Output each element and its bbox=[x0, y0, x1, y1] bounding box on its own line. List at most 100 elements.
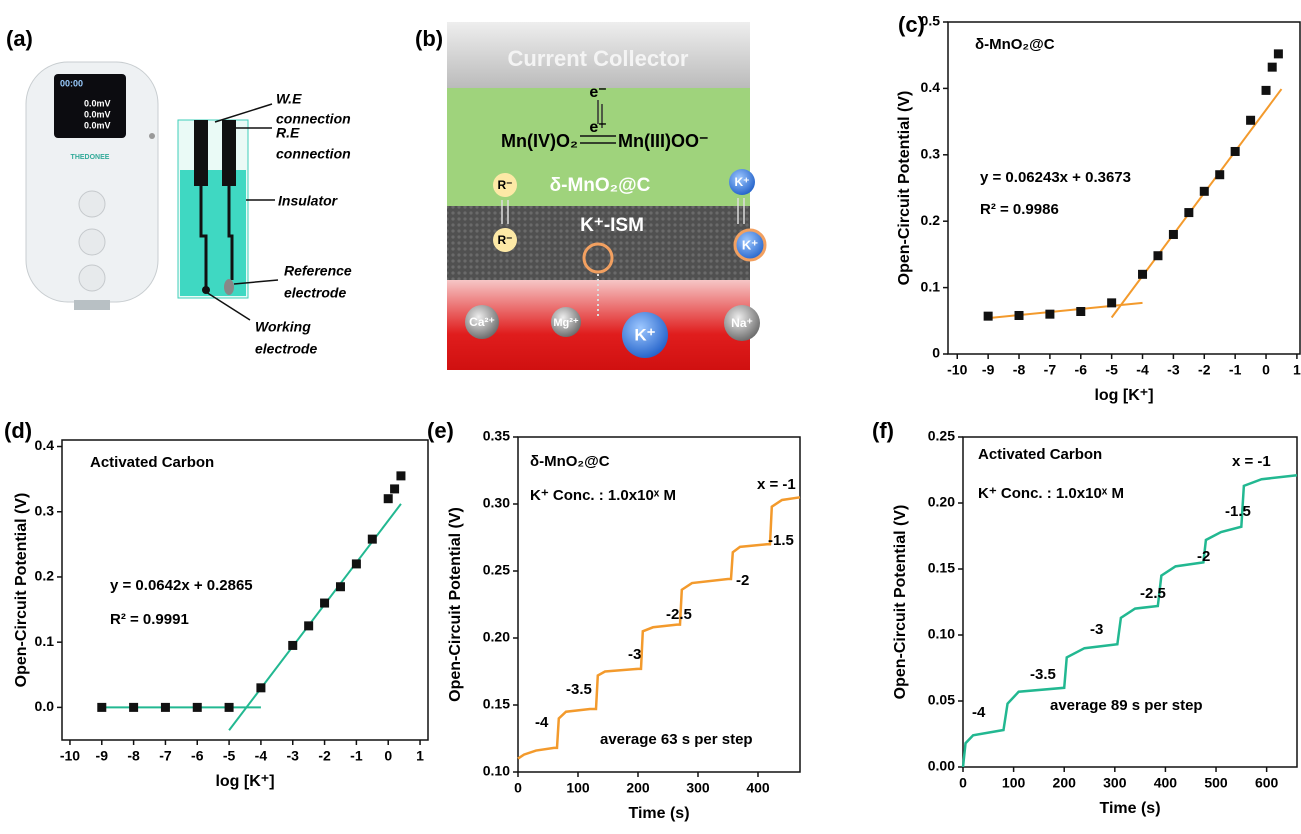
data-point bbox=[97, 703, 106, 712]
data-point bbox=[1107, 298, 1116, 307]
data-point bbox=[129, 703, 138, 712]
data-point bbox=[384, 494, 393, 503]
x-tick-label: -10 bbox=[947, 362, 967, 378]
electron: e⁻ bbox=[589, 119, 606, 136]
data-point bbox=[225, 703, 234, 712]
y-axis-title: Open-Circuit Potential (V) bbox=[447, 507, 464, 702]
x-tick-label: 300 bbox=[1103, 775, 1127, 791]
device: 00:00 0.0mV 0.0mV 0.0mV THEDONEE bbox=[26, 62, 158, 310]
data-point bbox=[1138, 270, 1147, 279]
figure: (a) (b) (c) (d) (e) (f) 00:00 0.0mV 0.0m… bbox=[0, 0, 1301, 829]
y-tick-label: 0.10 bbox=[483, 763, 510, 779]
data-line bbox=[518, 497, 800, 758]
y-tick-label: 0.25 bbox=[928, 428, 955, 444]
label: R.E bbox=[276, 125, 300, 141]
annotation: R² = 0.9991 bbox=[110, 611, 189, 628]
x-tick-label: 0 bbox=[1262, 362, 1270, 378]
label: W.E bbox=[276, 91, 302, 107]
y-tick-label: 0.30 bbox=[483, 495, 510, 511]
annotation: K⁺ Conc. : 1.0x10ˣ M bbox=[530, 487, 676, 504]
y-tick-label: 0.25 bbox=[483, 562, 510, 578]
electrode-schematic bbox=[178, 104, 278, 320]
x-tick-label: -4 bbox=[255, 748, 268, 764]
y-tick-label: 0.35 bbox=[483, 428, 510, 444]
panel-label: (a) bbox=[6, 26, 33, 51]
y-tick-label: 0.5 bbox=[921, 13, 941, 29]
screen-text: 0.0mV bbox=[84, 98, 111, 108]
annotation: Activated Carbon bbox=[978, 446, 1102, 463]
y-tick-label: 0.05 bbox=[928, 692, 955, 708]
label: electrode bbox=[284, 285, 346, 301]
annotation: R² = 0.9986 bbox=[980, 201, 1059, 218]
data-point bbox=[320, 599, 329, 608]
annotation: δ-MnO₂@C bbox=[975, 36, 1055, 53]
annotation: -3 bbox=[628, 646, 641, 663]
data-point bbox=[1246, 116, 1255, 125]
label: electrode bbox=[255, 341, 317, 357]
data-point bbox=[984, 312, 993, 321]
x-tick-label: -7 bbox=[1044, 362, 1057, 378]
y-axis-title: Open-Circuit Potential (V) bbox=[13, 493, 30, 688]
ion: K⁺ bbox=[742, 237, 758, 252]
layer-label: δ-MnO₂@C bbox=[550, 175, 651, 196]
ion: Mg²⁺ bbox=[553, 317, 579, 329]
fit-line bbox=[1112, 89, 1282, 317]
data-point bbox=[336, 582, 345, 591]
data-point bbox=[304, 621, 313, 630]
data-point bbox=[1200, 187, 1209, 196]
panel-label: (d) bbox=[4, 418, 32, 443]
x-axis-title: log [K⁺] bbox=[215, 773, 274, 790]
x-tick-label: -8 bbox=[127, 748, 140, 764]
x-tick-label: -7 bbox=[159, 748, 172, 764]
data-point bbox=[256, 683, 265, 692]
x-tick-label: 0 bbox=[384, 748, 392, 764]
annotation: -3 bbox=[1090, 621, 1103, 638]
x-tick-label: 200 bbox=[626, 780, 650, 796]
x-tick-label: 400 bbox=[1154, 775, 1178, 791]
y-tick-label: 0.4 bbox=[921, 79, 941, 95]
x-tick-label: 1 bbox=[1293, 362, 1301, 378]
ion: R⁻ bbox=[498, 233, 513, 247]
x-tick-label: -5 bbox=[1105, 362, 1118, 378]
data-point bbox=[1015, 311, 1024, 320]
data-point bbox=[1262, 86, 1271, 95]
y-tick-label: 0.15 bbox=[928, 560, 955, 576]
annotation: x = -1 bbox=[757, 476, 796, 493]
data-point bbox=[396, 471, 405, 480]
y-tick-label: 0.20 bbox=[928, 494, 955, 510]
y-tick-label: 0.1 bbox=[35, 633, 55, 649]
x-tick-label: -5 bbox=[223, 748, 236, 764]
brand: THEDONEE bbox=[71, 154, 110, 161]
annotation: -3.5 bbox=[566, 681, 592, 698]
data-point bbox=[1076, 307, 1085, 316]
reactant: Mn(IV)O₂ bbox=[501, 131, 578, 151]
ion: Ca²⁺ bbox=[469, 315, 495, 329]
layer-label: K⁺-ISM bbox=[580, 215, 644, 236]
x-tick-label: 600 bbox=[1255, 775, 1279, 791]
x-tick-label: -4 bbox=[1136, 362, 1149, 378]
x-tick-label: -1 bbox=[1229, 362, 1242, 378]
annotation: -1.5 bbox=[1225, 503, 1251, 520]
x-tick-label: -9 bbox=[982, 362, 995, 378]
annotation: -2 bbox=[1197, 548, 1210, 565]
label: Insulator bbox=[278, 193, 339, 209]
x-tick-label: -9 bbox=[96, 748, 109, 764]
data-point bbox=[1215, 170, 1224, 179]
data-point bbox=[288, 641, 297, 650]
x-tick-label: -10 bbox=[60, 748, 80, 764]
x-tick-label: -6 bbox=[1075, 362, 1088, 378]
annotation: δ-MnO₂@C bbox=[530, 453, 610, 470]
ion: Na⁺ bbox=[731, 316, 753, 330]
layer-label: Current Collector bbox=[508, 46, 689, 71]
panel-label: (b) bbox=[415, 26, 443, 51]
y-tick-label: 0.20 bbox=[483, 629, 510, 645]
annotation: K⁺ Conc. : 1.0x10ˣ M bbox=[978, 485, 1124, 502]
x-axis-title: Time (s) bbox=[628, 805, 689, 822]
data-point bbox=[1274, 49, 1283, 58]
data-point bbox=[1184, 208, 1193, 217]
annotation: -1.5 bbox=[768, 532, 794, 549]
x-tick-label: -3 bbox=[287, 748, 300, 764]
label: connection bbox=[276, 146, 351, 162]
x-axis-title: log [K⁺] bbox=[1094, 387, 1153, 404]
data-point bbox=[1153, 251, 1162, 260]
